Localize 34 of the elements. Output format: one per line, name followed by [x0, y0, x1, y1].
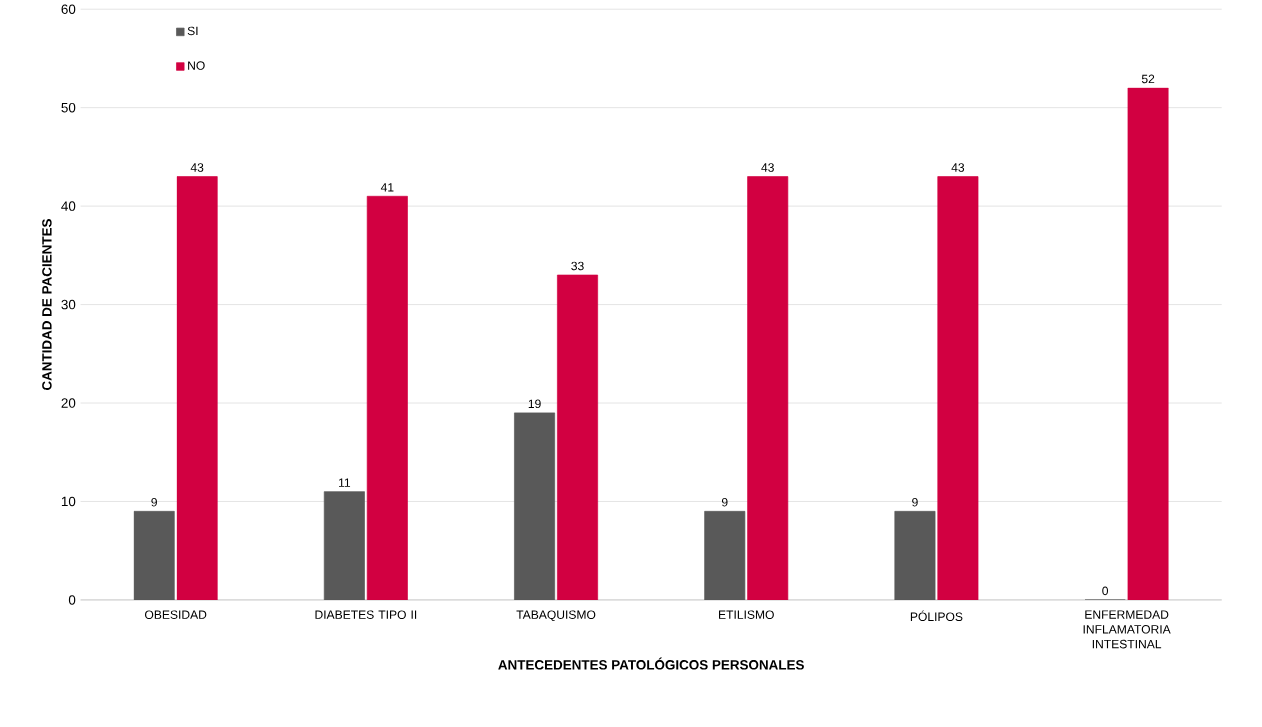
bar [323, 491, 365, 600]
x-tick-label: TABAQUISMO [516, 610, 596, 621]
data-label: 33 [571, 261, 584, 270]
data-label: 43 [761, 162, 774, 172]
y-tick-label: 60 [61, 4, 76, 14]
x-tick-label: OBESIDAD [145, 610, 207, 619]
bar [704, 510, 746, 600]
y-tick-label: 30 [61, 299, 76, 310]
x-tick-label: ETILISMO [719, 610, 774, 619]
data-label: 19 [528, 399, 541, 408]
y-axis-title: CANTIDAD DE PACIENTES [42, 218, 52, 390]
data-label: 43 [951, 162, 965, 172]
y-tick-label: 20 [61, 398, 76, 408]
y-tick-label: 10 [61, 496, 76, 506]
data-label: 11 [339, 478, 351, 487]
data-label: 41 [380, 182, 394, 192]
x-tick-label: DIABETES TIPO II [315, 610, 417, 619]
data-label: 9 [912, 497, 918, 507]
y-tick-label: 40 [61, 201, 76, 211]
data-label: 43 [190, 162, 204, 172]
legend-label: NO [188, 61, 205, 70]
data-label: 52 [1141, 74, 1155, 83]
x-tick-label: ENFERMEDAD INFLAMATORIA INTESTINAL [1083, 610, 1171, 649]
x-tick-label: PÓLIPOS [910, 610, 963, 621]
legend-label: SI [187, 26, 198, 35]
data-label: 9 [721, 497, 728, 507]
data-label: 9 [151, 497, 157, 507]
bar [133, 510, 175, 600]
y-tick-label: 50 [61, 102, 76, 113]
bar [894, 510, 936, 600]
x-axis-title: ANTECEDENTES PATOLÓGICOS PERSONALES [498, 657, 804, 670]
bar [514, 412, 556, 600]
y-tick-label: 0 [68, 594, 76, 605]
data-label: 0 [1102, 586, 1109, 595]
